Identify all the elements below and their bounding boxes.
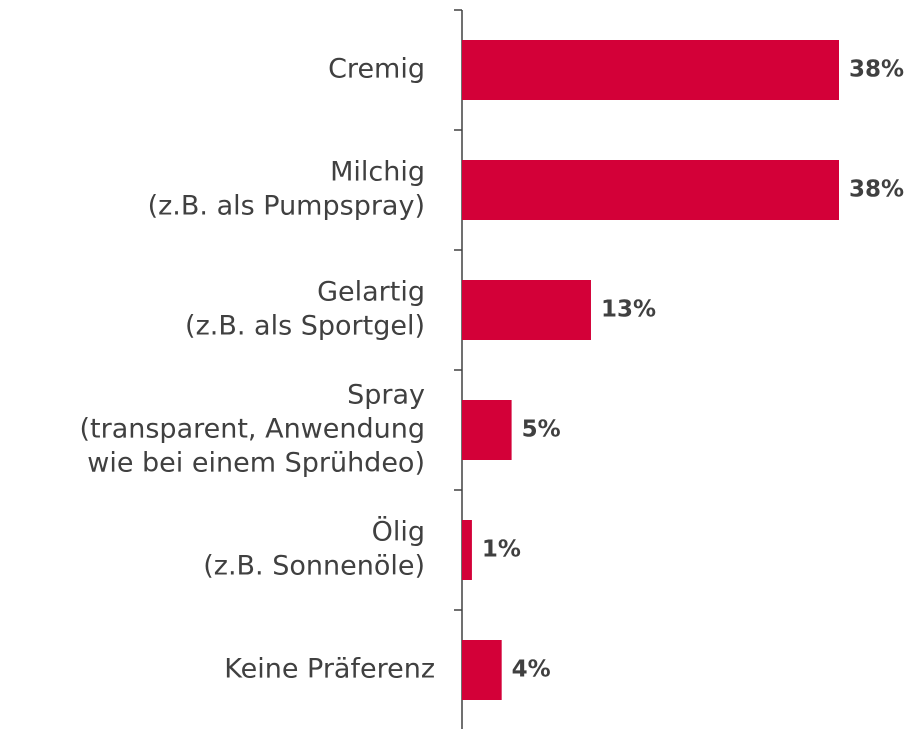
category-label: wie bei einem Sprühdeo): [87, 448, 425, 479]
category-label: (transparent, Anwendung: [79, 414, 425, 445]
value-label: 38%: [849, 57, 904, 83]
value-label: 38%: [849, 177, 904, 203]
bar: [462, 40, 839, 100]
value-label: 4%: [512, 657, 551, 683]
value-label: 5%: [522, 417, 561, 443]
value-label: 13%: [601, 297, 656, 323]
category-label: Spray: [347, 380, 425, 411]
bar: [462, 400, 512, 460]
category-label: Milchig: [330, 157, 425, 188]
category-label: (z.B. als Pumpspray): [148, 191, 425, 222]
category-label: Cremig: [328, 54, 425, 85]
bar: [462, 160, 839, 220]
value-label: 1%: [482, 537, 521, 563]
category-label: Gelartig: [317, 277, 425, 308]
category-label: (z.B. als Sportgel): [185, 311, 425, 342]
bar: [462, 520, 472, 580]
bar: [462, 640, 502, 700]
category-label: (z.B. Sonnenöle): [203, 551, 425, 582]
bar: [462, 280, 591, 340]
category-label: Ölig: [372, 516, 425, 548]
category-label: Keine Präferenz: [224, 654, 435, 685]
